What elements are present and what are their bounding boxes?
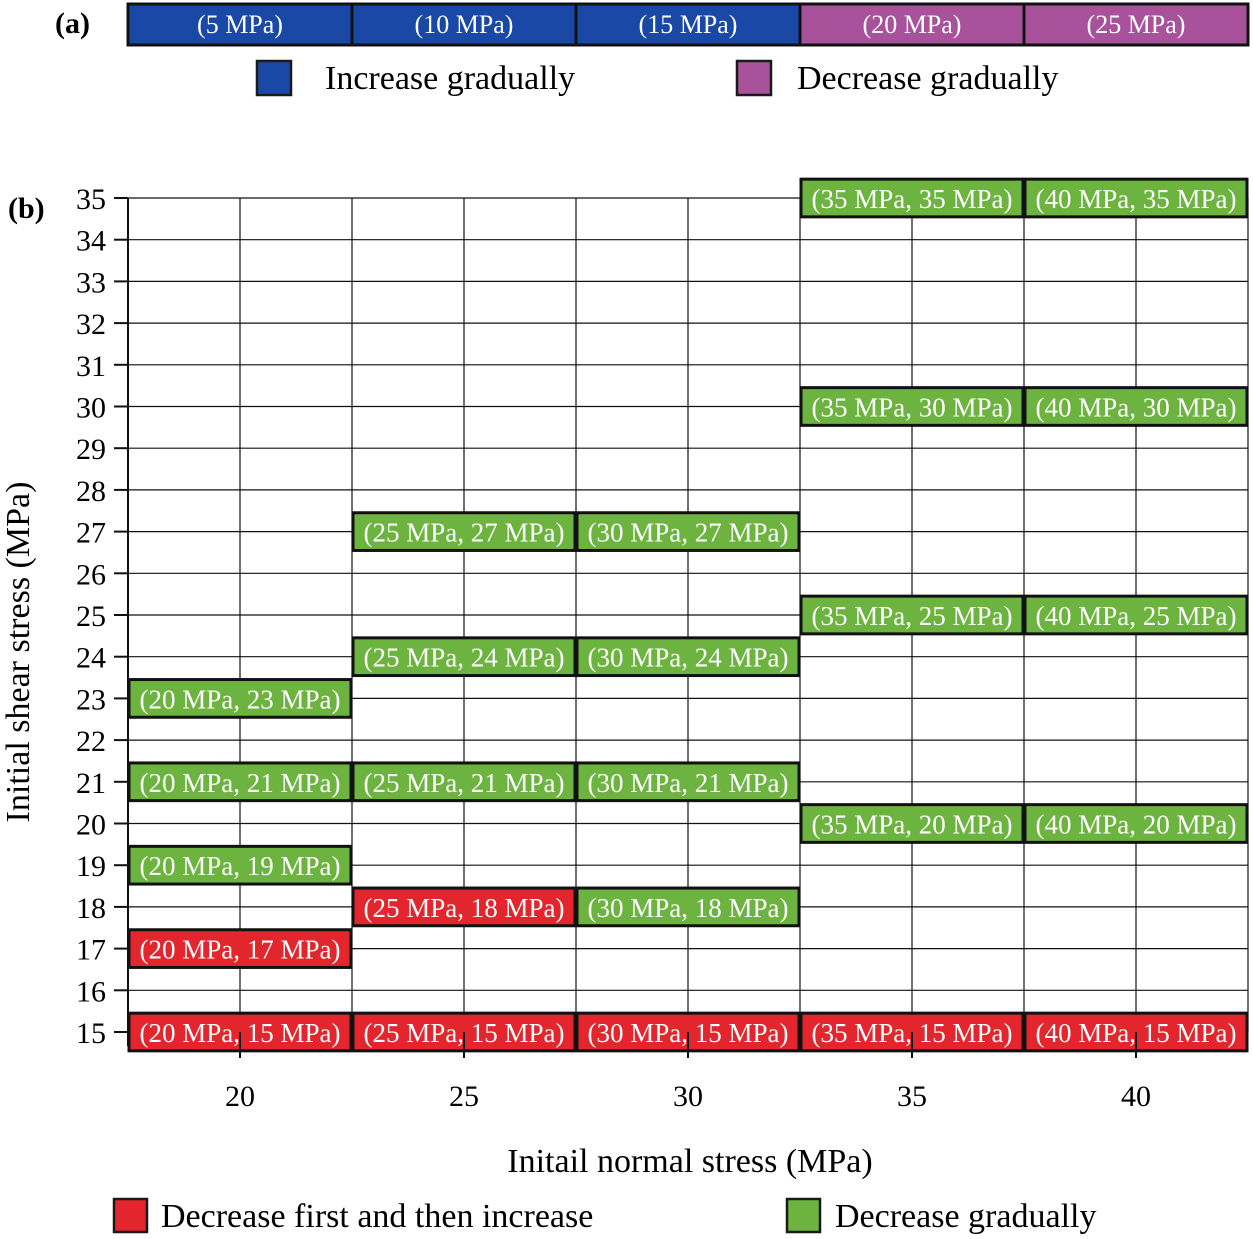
y-tick-label: 17 xyxy=(76,934,106,967)
strip-cell xyxy=(1022,2,1250,47)
stress-cell xyxy=(127,761,353,803)
stress-cell-label: (20 MPa, 17 MPa) xyxy=(140,935,341,965)
panel-a-label: (a) xyxy=(55,7,90,40)
y-tick-label: 15 xyxy=(76,1017,106,1050)
stress-cell-label: (30 MPa, 21 MPa) xyxy=(588,768,789,798)
stress-cell-label: (40 MPa, 25 MPa) xyxy=(1036,601,1237,631)
stress-cell-label: (30 MPa, 24 MPa) xyxy=(588,643,789,673)
stress-cell xyxy=(575,886,801,928)
stress-cell xyxy=(575,761,801,803)
x-tick-label: 40 xyxy=(1121,1080,1151,1113)
y-tick-label: 22 xyxy=(76,725,106,758)
stress-cell-label: (20 MPa, 23 MPa) xyxy=(140,684,341,714)
legend-swatch-increase xyxy=(255,59,293,97)
stress-cell-label: (25 MPa, 21 MPa) xyxy=(364,768,565,798)
stress-cell xyxy=(1023,177,1249,219)
legend-label-increase: Increase gradually xyxy=(325,60,575,97)
stress-cell xyxy=(351,761,577,803)
stress-cell xyxy=(799,386,1025,427)
stress-cell-label: (30 MPa, 18 MPa) xyxy=(588,893,789,923)
y-tick-label: 23 xyxy=(76,683,106,716)
stress-cell-label: (40 MPa, 35 MPa) xyxy=(1036,184,1237,214)
stress-cell-label: (20 MPa, 21 MPa) xyxy=(140,768,341,798)
y-tick-label: 30 xyxy=(76,392,106,425)
y-axis-label: Initial shear stress (MPa) xyxy=(0,482,37,823)
stress-cell-label: (25 MPa, 27 MPa) xyxy=(364,518,565,548)
strip-cell xyxy=(126,2,354,47)
stress-cell-label: (30 MPa, 27 MPa) xyxy=(588,518,789,548)
stress-cell-label: (35 MPa, 25 MPa) xyxy=(812,601,1013,631)
stress-cell-label: (35 MPa, 20 MPa) xyxy=(812,810,1013,840)
x-tick-label: 35 xyxy=(897,1080,927,1113)
stress-cell xyxy=(351,511,577,552)
panel-b-label: (b) xyxy=(8,192,45,225)
y-tick-label: 29 xyxy=(76,433,106,466)
panel-a: (a) (5 MPa) (10 MPa) (15 MPa) (20 MPa) (25 M… xyxy=(55,2,1250,97)
stress-cell-label: (40 MPa, 20 MPa) xyxy=(1036,810,1237,840)
stress-cell-label: (35 MPa, 30 MPa) xyxy=(812,393,1013,423)
x-axis-label: Initail normal stress (MPa) xyxy=(507,1143,872,1180)
y-tick-label: 19 xyxy=(76,850,106,883)
strip-cell-label: (25 MPa) xyxy=(1087,10,1186,39)
panel-a-legend: Increase gradually Decrease gradually xyxy=(255,59,1058,97)
legend-label-decrease: Decrease gradually xyxy=(797,60,1058,97)
stress-cell xyxy=(351,636,577,678)
y-tick-label: 28 xyxy=(76,475,106,508)
stress-cell xyxy=(575,511,801,552)
x-tick-label: 30 xyxy=(673,1080,703,1113)
stress-cell-label: (20 MPa, 19 MPa) xyxy=(140,851,341,881)
y-tick-label: 31 xyxy=(76,350,106,383)
stress-cell-label: (35 MPa, 35 MPa) xyxy=(812,184,1013,214)
stress-cell xyxy=(1023,386,1249,427)
y-tick-label: 32 xyxy=(76,308,106,341)
stress-cell-label: (40 MPa, 30 MPa) xyxy=(1036,393,1237,423)
stress-cell xyxy=(351,886,577,928)
strip-cell-label: (5 MPa) xyxy=(197,10,283,39)
legend-swatch-decrease-gradually xyxy=(785,1197,822,1234)
stress-cell xyxy=(1023,803,1249,844)
y-tick-label: 26 xyxy=(76,558,106,591)
legend-swatch-decrease xyxy=(735,59,773,97)
stress-cell xyxy=(799,177,1025,219)
y-tick-label: 21 xyxy=(76,767,106,800)
stress-cell xyxy=(799,594,1025,636)
strip-cell-label: (10 MPa) xyxy=(415,10,514,39)
plot-cells: (35 MPa, 35 MPa) (40 MPa, 35 MPa) (35 MPa,… xyxy=(127,177,1249,1053)
y-tick-label: 35 xyxy=(76,183,106,216)
stress-cell xyxy=(799,803,1025,844)
legend-swatch-decrease-first-then-increase xyxy=(112,1197,149,1234)
x-tick-label: 20 xyxy=(225,1080,255,1113)
legend-label-decrease-gradually: Decrease gradually xyxy=(835,1198,1096,1235)
strip-cell xyxy=(574,2,802,47)
strip-cell xyxy=(350,2,578,47)
stress-cell-label: (25 MPa, 18 MPa) xyxy=(364,893,565,923)
plot-axes: 15 16 17 18 19 20 21 22 23 24 25 26 27 28 29 30 31 32 33 34… xyxy=(76,183,1151,1113)
stress-cell xyxy=(575,636,801,678)
legend-label-decrease-first-then-increase: Decrease first and then increase xyxy=(161,1198,593,1235)
y-tick-label: 16 xyxy=(76,975,106,1008)
y-tick-label: 33 xyxy=(76,266,106,299)
y-tick-label: 24 xyxy=(76,642,106,675)
y-tick-label: 20 xyxy=(76,809,106,842)
panel-b: (b) (35 MPa, 35 MPa) (40 MPa, 35 MPa)(35 … xyxy=(0,177,1249,1235)
y-tick-label: 27 xyxy=(76,517,106,550)
strip-cell-label: (15 MPa) xyxy=(639,10,738,39)
y-tick-label: 25 xyxy=(76,600,106,633)
y-tick-label: 18 xyxy=(76,892,106,925)
stress-cell-label: (25 MPa, 24 MPa) xyxy=(364,643,565,673)
panel-b-legend: Decrease first and then increase Decreas… xyxy=(112,1197,1096,1235)
strip-cell-label: (20 MPa) xyxy=(863,10,962,39)
x-tick-label: 25 xyxy=(449,1080,479,1113)
stress-cell xyxy=(1023,594,1249,636)
y-tick-label: 34 xyxy=(76,225,106,258)
panel-a-strip: (5 MPa) (10 MPa) (15 MPa) (20 MPa) (25 MPa) xyxy=(126,2,1250,47)
